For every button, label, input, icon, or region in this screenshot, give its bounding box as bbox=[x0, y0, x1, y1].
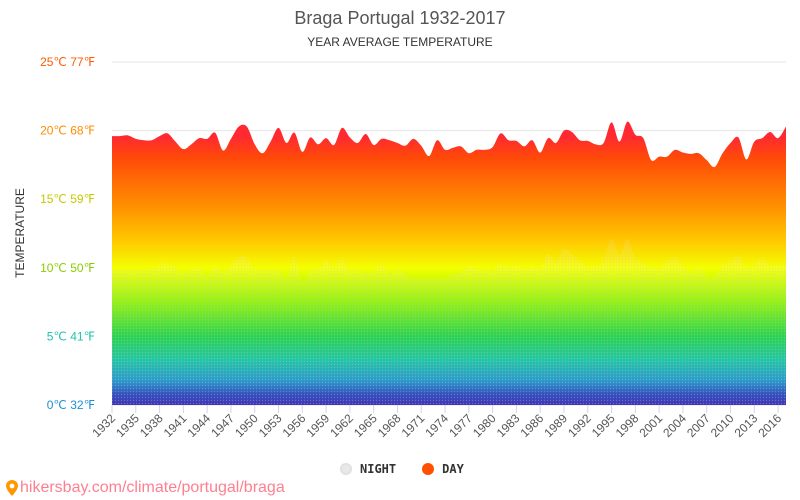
x-tick-label: 1935 bbox=[113, 411, 142, 440]
chart-title: Braga Portugal 1932-2017 bbox=[294, 8, 505, 28]
x-tick-label: 1962 bbox=[327, 411, 356, 440]
x-tick-label: 2013 bbox=[732, 411, 761, 440]
x-tick-label: 1998 bbox=[613, 411, 642, 440]
y-tick-label: 0℃ 32℉ bbox=[47, 398, 95, 412]
x-tick-label: 1977 bbox=[446, 411, 475, 440]
x-tick-label: 1959 bbox=[303, 411, 332, 440]
legend-night-label: NIGHT bbox=[360, 462, 397, 476]
legend-day-label: DAY bbox=[442, 462, 464, 476]
x-tick-label: 1944 bbox=[184, 411, 213, 440]
x-tick-label: 2007 bbox=[684, 411, 713, 440]
y-tick-label: 25℃ 77℉ bbox=[40, 55, 95, 69]
x-tick-label: 1965 bbox=[351, 411, 380, 440]
x-tick-label: 1950 bbox=[232, 411, 261, 440]
temperature-chart: Braga Portugal 1932-2017 YEAR AVERAGE TE… bbox=[13, 8, 786, 440]
legend-item-night[interactable]: NIGHT bbox=[340, 462, 396, 476]
x-tick-label: 2010 bbox=[708, 411, 737, 440]
y-tick-label: 15℃ 59℉ bbox=[40, 192, 95, 206]
footer-link[interactable]: hikersbay.com/climate/portugal/braga bbox=[6, 479, 285, 497]
x-tick-label: 1956 bbox=[280, 411, 309, 440]
x-tick-label: 1995 bbox=[589, 411, 618, 440]
y-tick-label: 10℃ 50℉ bbox=[40, 261, 95, 275]
y-tick-label: 20℃ 68℉ bbox=[40, 124, 95, 138]
x-tick-label: 1980 bbox=[470, 411, 499, 440]
x-tick-label: 1986 bbox=[518, 411, 547, 440]
x-tick-label: 1953 bbox=[256, 411, 285, 440]
x-tick-label: 1992 bbox=[565, 411, 594, 440]
legend: NIGHT DAY bbox=[340, 462, 464, 476]
x-tick-label: 2004 bbox=[660, 411, 689, 440]
night-area bbox=[112, 238, 786, 405]
location-pin-icon bbox=[6, 480, 18, 496]
night-dot-icon bbox=[340, 463, 352, 475]
x-tick-label: 1941 bbox=[161, 411, 190, 440]
legend-item-day[interactable]: DAY bbox=[422, 462, 464, 476]
x-tick-label: 1983 bbox=[494, 411, 523, 440]
x-tick-label: 1971 bbox=[399, 411, 428, 440]
x-tick-label: 1947 bbox=[208, 411, 237, 440]
x-tick-label: 1932 bbox=[89, 411, 118, 440]
x-tick-label: 1938 bbox=[137, 411, 166, 440]
x-tick-label: 1974 bbox=[422, 411, 451, 440]
footer-link-text: hikersbay.com/climate/portugal/braga bbox=[20, 479, 285, 496]
chart-subtitle: YEAR AVERAGE TEMPERATURE bbox=[307, 35, 492, 49]
y-tick-label: 5℃ 41℉ bbox=[47, 329, 95, 343]
x-tick-label: 1968 bbox=[375, 411, 404, 440]
x-tick-label: 2001 bbox=[636, 411, 665, 440]
x-tick-label: 2016 bbox=[755, 411, 784, 440]
day-dot-icon bbox=[422, 463, 435, 475]
y-axis-label: TEMPERATURE bbox=[13, 188, 27, 278]
x-tick-label: 1989 bbox=[541, 411, 570, 440]
